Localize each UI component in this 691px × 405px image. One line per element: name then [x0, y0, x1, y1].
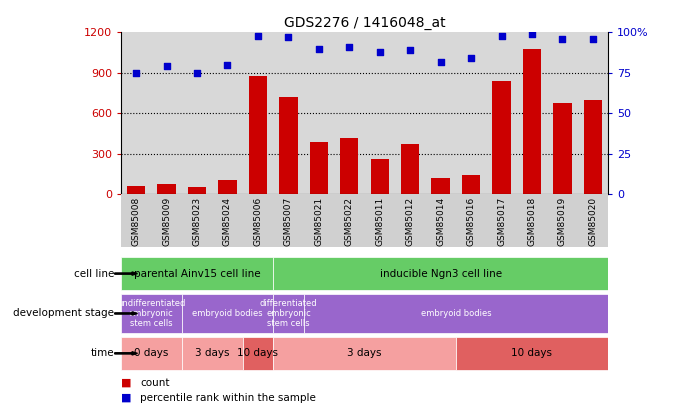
Text: GSM85009: GSM85009	[162, 197, 171, 246]
Text: percentile rank within the sample: percentile rank within the sample	[140, 393, 316, 403]
Text: 3 days: 3 days	[348, 348, 381, 358]
Text: embryoid bodies: embryoid bodies	[421, 309, 491, 318]
Bar	[158, 183, 176, 194]
Text: GSM85024: GSM85024	[223, 197, 232, 246]
Bar	[584, 100, 602, 194]
Point	[527, 31, 538, 37]
Bar	[303, 294, 608, 333]
Bar	[279, 97, 298, 194]
Text: parental Ainv15 cell line: parental Ainv15 cell line	[134, 269, 261, 279]
Point	[375, 49, 386, 55]
Bar	[127, 186, 145, 194]
Text: GSM85019: GSM85019	[558, 197, 567, 246]
Text: GSM85023: GSM85023	[193, 197, 202, 246]
Title: GDS2276 / 1416048_at: GDS2276 / 1416048_at	[284, 16, 445, 30]
Bar	[340, 138, 359, 194]
Bar	[182, 294, 273, 333]
Bar	[188, 187, 206, 194]
Bar	[493, 81, 511, 194]
Bar	[121, 337, 182, 370]
Bar	[462, 175, 480, 194]
Text: GSM85006: GSM85006	[254, 197, 263, 246]
Text: GSM85016: GSM85016	[466, 197, 475, 246]
Text: GSM85021: GSM85021	[314, 197, 323, 246]
Bar	[456, 337, 608, 370]
Text: 0 days: 0 days	[134, 348, 169, 358]
Point	[161, 63, 172, 70]
Text: GSM85012: GSM85012	[406, 197, 415, 246]
Text: embryoid bodies: embryoid bodies	[192, 309, 263, 318]
Point	[466, 55, 477, 62]
Point	[252, 32, 263, 39]
Bar	[243, 337, 273, 370]
Text: GSM85020: GSM85020	[588, 197, 597, 246]
Bar	[218, 179, 236, 194]
Point	[283, 34, 294, 40]
Text: GSM85017: GSM85017	[497, 197, 506, 246]
Point	[131, 70, 142, 76]
Text: GSM85007: GSM85007	[284, 197, 293, 246]
Bar	[249, 76, 267, 194]
Text: 10 days: 10 days	[511, 348, 553, 358]
Text: ■: ■	[121, 393, 131, 403]
Point	[587, 36, 598, 42]
Text: GSM85022: GSM85022	[345, 197, 354, 246]
Text: GSM85011: GSM85011	[375, 197, 384, 246]
Bar	[553, 102, 571, 194]
Bar	[431, 178, 450, 194]
Bar	[121, 294, 182, 333]
Text: ■: ■	[121, 378, 131, 388]
Text: GSM85014: GSM85014	[436, 197, 445, 246]
Text: inducible Ngn3 cell line: inducible Ngn3 cell line	[379, 269, 502, 279]
Bar	[523, 49, 541, 194]
Text: GSM85008: GSM85008	[132, 197, 141, 246]
Text: cell line: cell line	[74, 269, 114, 279]
Text: differentiated
embryonic
stem cells: differentiated embryonic stem cells	[260, 298, 317, 328]
Bar	[401, 145, 419, 194]
Bar	[273, 294, 303, 333]
Bar	[370, 159, 389, 194]
Text: development stage: development stage	[13, 309, 114, 318]
Bar	[121, 257, 273, 290]
Point	[222, 62, 233, 68]
Point	[405, 47, 416, 53]
Point	[343, 44, 354, 50]
Point	[557, 36, 568, 42]
Text: 3 days: 3 days	[195, 348, 229, 358]
Bar	[310, 142, 328, 194]
Text: count: count	[140, 378, 170, 388]
Point	[313, 45, 324, 52]
Point	[435, 58, 446, 65]
Bar	[182, 337, 243, 370]
Bar	[273, 337, 456, 370]
Text: time: time	[91, 348, 114, 358]
Text: GSM85018: GSM85018	[527, 197, 536, 246]
Text: undifferentiated
embryonic
stem cells: undifferentiated embryonic stem cells	[117, 298, 186, 328]
Point	[496, 32, 507, 39]
Text: 10 days: 10 days	[238, 348, 278, 358]
Point	[191, 70, 202, 76]
Bar	[273, 257, 608, 290]
